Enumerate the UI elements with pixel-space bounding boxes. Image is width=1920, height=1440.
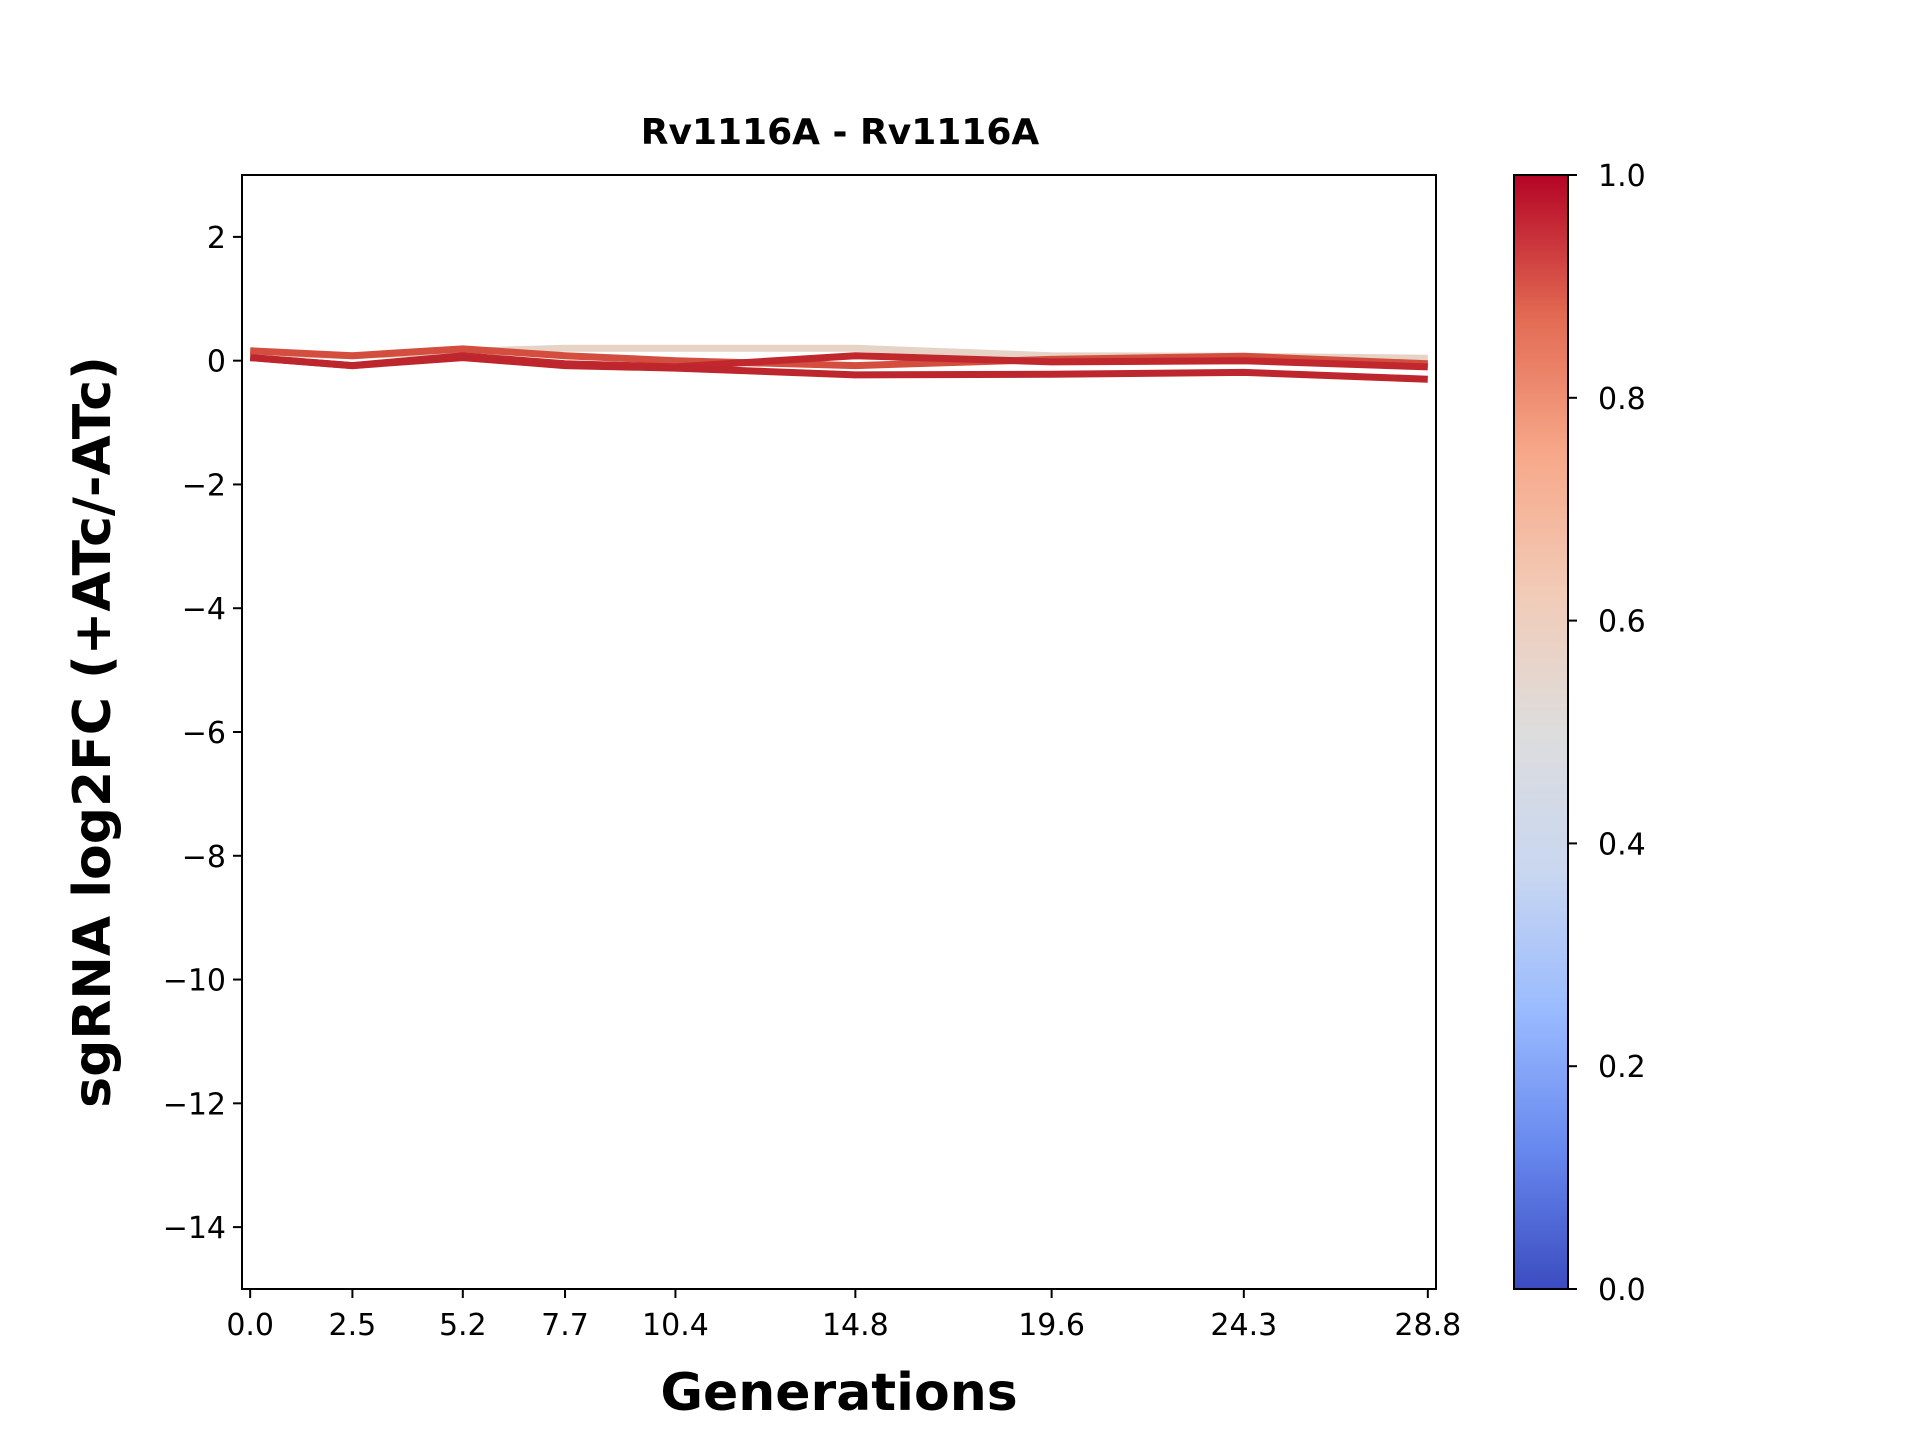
x-tick-label: 19.6 — [1018, 1308, 1085, 1343]
x-tick-label: 10.4 — [642, 1308, 709, 1343]
x-tick-label: 28.8 — [1394, 1308, 1461, 1343]
colorbar-tick-label: 0.4 — [1598, 827, 1646, 862]
x-axis-label: Generations — [660, 1363, 1017, 1423]
colorbar-tick-label: 0.0 — [1598, 1273, 1646, 1308]
series-line-3 — [249, 354, 1428, 383]
plot-area — [249, 344, 1428, 383]
y-tick-label: −2 — [182, 468, 226, 503]
y-tick-label: −6 — [182, 716, 226, 751]
y-tick-label: −10 — [163, 964, 226, 999]
y-axis: 2 0 −2 −4 −6 −8 −10 −12 −14 — [163, 221, 242, 1246]
colorbar-tick-label: 0.8 — [1598, 382, 1646, 417]
x-tick-label: 5.2 — [439, 1308, 487, 1343]
x-tick-label: 14.8 — [822, 1308, 889, 1343]
y-tick-label: −12 — [163, 1087, 226, 1122]
axes-frame — [241, 174, 1437, 1290]
colorbar: 0.0 0.2 0.4 0.6 0.8 1.0 — [1513, 159, 1646, 1308]
series-line-1 — [250, 345, 1428, 370]
colorbar-gradient — [1513, 174, 1569, 1290]
y-tick-label: −14 — [163, 1211, 226, 1246]
colorbar-tick-label: 0.6 — [1598, 605, 1646, 640]
y-tick-label: −8 — [182, 840, 226, 875]
y-tick-label: 2 — [207, 221, 226, 256]
x-tick-label: 2.5 — [329, 1308, 377, 1343]
colorbar-tick-label: 1.0 — [1598, 159, 1646, 194]
x-tick-label: 24.3 — [1210, 1308, 1277, 1343]
x-axis: 0.0 2.5 5.2 7.7 10.4 14.8 19.6 24.3 28.8 — [226, 1289, 1461, 1343]
chart-title: Rv1116A - Rv1116A — [641, 112, 1040, 153]
y-tick-label: −4 — [182, 592, 226, 627]
y-axis-label: sgRNA log2FC (+ATc/-ATc) — [63, 356, 123, 1108]
y-tick-label: 0 — [207, 345, 226, 380]
x-tick-label: 0.0 — [226, 1308, 274, 1343]
colorbar-tick-label: 0.2 — [1598, 1050, 1646, 1085]
x-tick-label: 7.7 — [541, 1308, 589, 1343]
